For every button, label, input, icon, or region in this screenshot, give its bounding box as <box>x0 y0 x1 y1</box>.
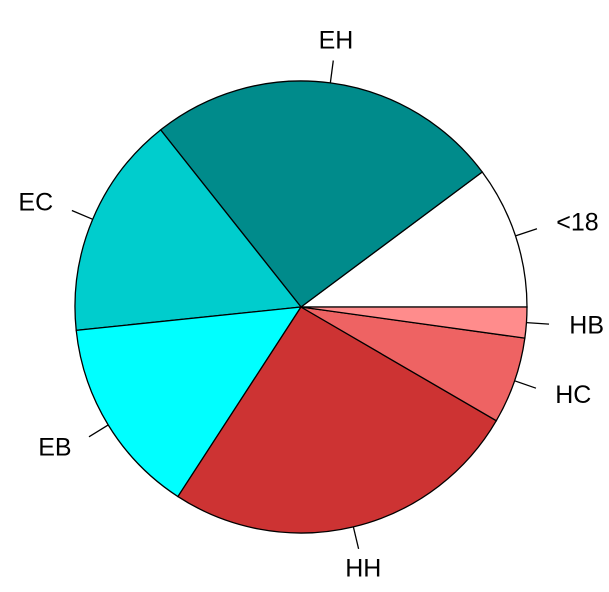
label-leaders <box>71 60 550 549</box>
slice-label-hh: HH <box>345 555 381 583</box>
slice-label-18: <18 <box>556 208 598 236</box>
slice-label-eb: EB <box>38 433 71 461</box>
pie-slices <box>74 80 528 534</box>
slice-label-ec: EC <box>18 189 53 217</box>
slice-label-hc: HC <box>555 381 591 409</box>
slice-label-hb: HB <box>569 312 604 340</box>
leader-line-18 <box>515 228 538 237</box>
slice-labels: <18 EH EC EB HH HC HB <box>18 26 604 582</box>
slice-label-eh: EH <box>319 26 354 54</box>
leader-line-hb <box>526 321 550 325</box>
pie-slice-18 <box>299 171 528 308</box>
leader-line-eh <box>329 60 334 83</box>
leader-line-eb <box>88 424 109 438</box>
pie-slice-ec <box>74 128 303 332</box>
pie-slice-eh <box>159 80 484 308</box>
leader-line-hc <box>514 380 537 389</box>
pie-slice-eb <box>75 306 303 498</box>
leader-line-ec <box>71 209 93 220</box>
leader-line-hh <box>352 526 360 549</box>
